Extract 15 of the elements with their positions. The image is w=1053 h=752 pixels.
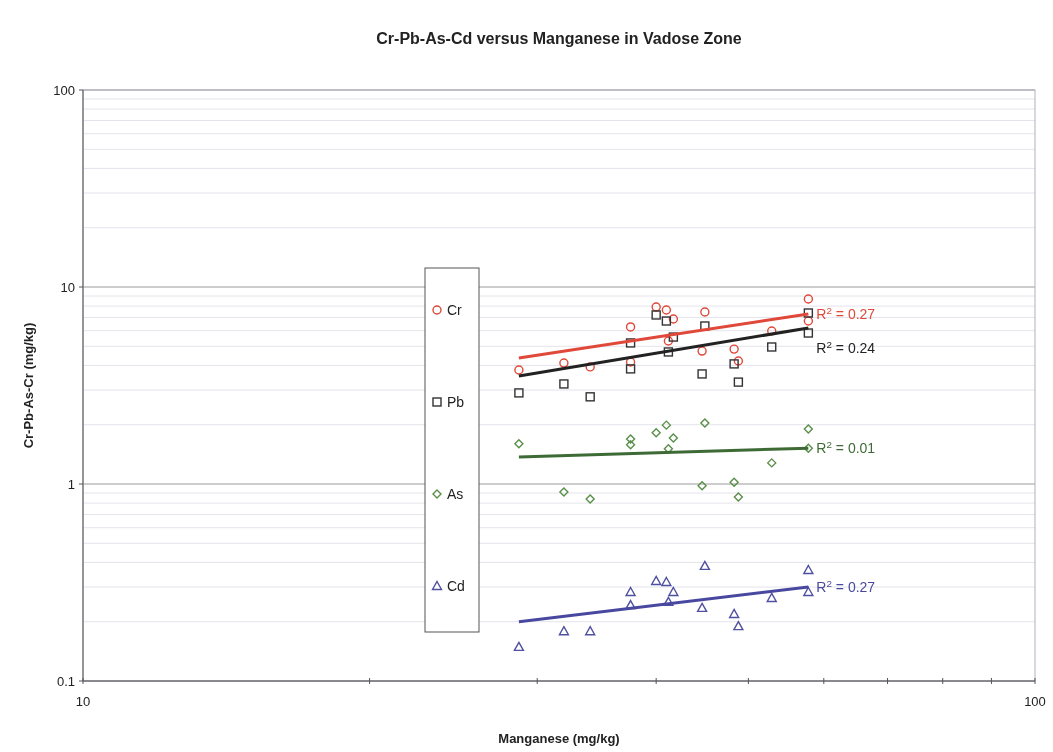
legend-label: As xyxy=(447,486,464,502)
y-tick-label: 0.1 xyxy=(56,674,75,689)
chart-title: Cr-Pb-As-Cd versus Manganese in Vadose Zone xyxy=(376,30,742,47)
y-tick-label: 100 xyxy=(53,83,75,98)
annotation: R$^{2}$ = 0.27 xyxy=(816,304,876,323)
y-tick-label: 10 xyxy=(60,280,75,295)
legend-label: Pb xyxy=(447,394,465,410)
annotation: R$^{2}$ = 0.24 xyxy=(816,338,876,356)
annotation: R$^{2}$ = 0.01 xyxy=(816,438,876,457)
y-axis-title: Cr-Pb-As-Cr (mg/kg) xyxy=(21,322,36,449)
legend-label: Cr xyxy=(447,302,463,318)
legend-label: Cd xyxy=(447,578,465,594)
y-tick-label: 1 xyxy=(67,477,75,492)
annotation: R$^{2}$ = 0.27 xyxy=(816,577,876,596)
x-axis-title: Manganese (mg/kg) xyxy=(498,731,620,746)
